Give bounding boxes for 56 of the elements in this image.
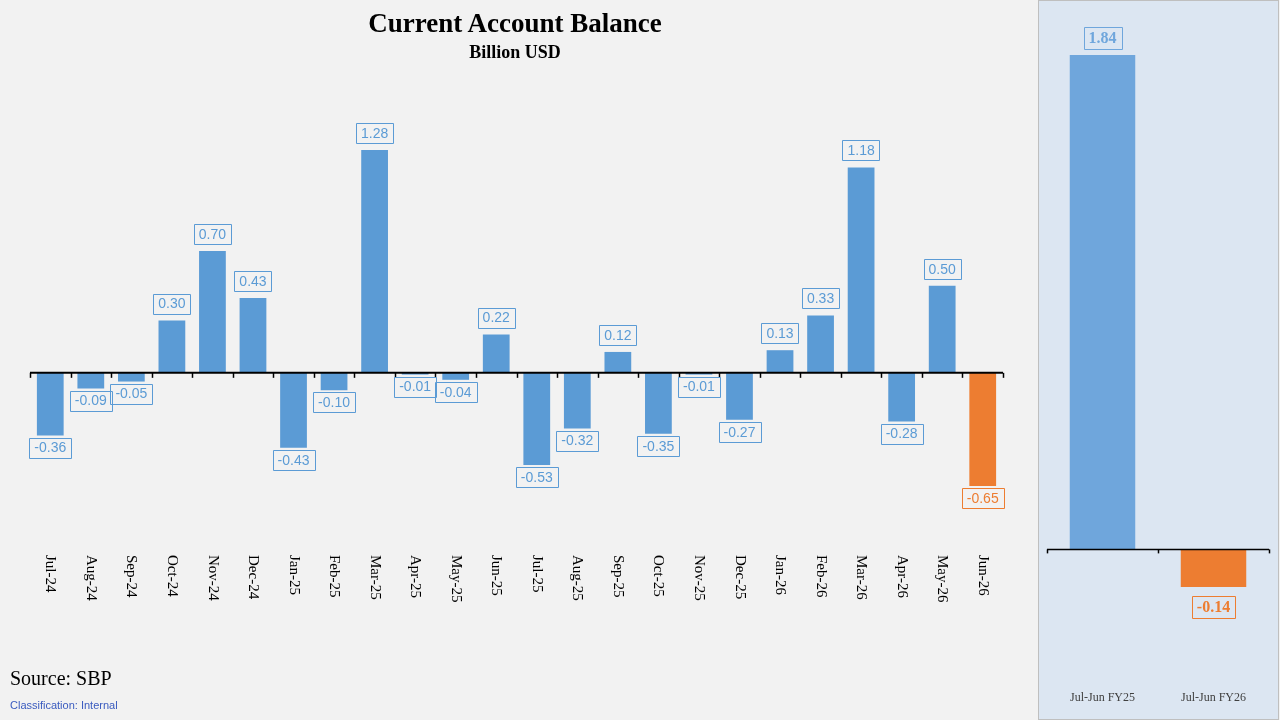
data-label: 0.13 [766, 325, 794, 342]
source-note: Source: SBP [10, 667, 112, 690]
x-tick-label: May-25 [448, 555, 465, 603]
data-label: -0.27 [723, 423, 756, 440]
data-label: -0.09 [74, 392, 107, 409]
x-tick-label: May-26 [935, 555, 952, 603]
data-label: 1.18 [847, 142, 875, 159]
data-label: 0.22 [482, 309, 511, 326]
data-label: -0.65 [966, 489, 999, 506]
x-tick-label: Nov-25 [692, 555, 708, 601]
text: Classification: Internal [10, 699, 118, 711]
chart-subtitle: Billion USD [468, 42, 562, 63]
data-label: -0.28 [885, 425, 918, 442]
data-label: -0.32 [561, 432, 594, 449]
data-label: -0.10 [318, 394, 351, 411]
x-tick-label: Nov-24 [205, 555, 222, 602]
data-label: -0.14 [1196, 598, 1231, 616]
data-label: -0.01 [399, 378, 432, 395]
x-tick-label: Jul-Jun FY26 [1180, 690, 1247, 705]
data-label: -0.35 [642, 437, 675, 454]
data-label: -0.05 [115, 385, 148, 402]
x-tick-label: Dec-25 [732, 555, 749, 600]
x-tick-label: Dec-24 [246, 555, 263, 600]
x-tick-label: Mar-25 [367, 555, 384, 600]
data-label: 0.43 [239, 272, 267, 289]
x-tick-label: Apr-25 [408, 555, 425, 599]
x-tick-label: Aug-25 [570, 555, 587, 601]
x-tick-label: Jul-24 [43, 555, 60, 593]
x-tick-label: Aug-24 [83, 555, 100, 602]
x-tick-label: Sep-24 [124, 555, 141, 598]
x-tick-label: Apr-26 [894, 555, 911, 599]
x-tick-label: Oct-25 [651, 555, 668, 597]
data-label: -0.43 [277, 451, 310, 468]
x-tick-label: Jul-25 [529, 555, 546, 593]
data-label: -0.53 [520, 468, 553, 485]
x-tick-label: Oct-24 [164, 555, 181, 598]
x-tick-label: Sep-25 [610, 555, 627, 598]
x-tick-label: Feb-26 [813, 555, 830, 598]
data-label: -0.01 [682, 378, 716, 395]
x-tick-label: Mar-26 [854, 555, 871, 601]
data-label: 0.33 [806, 290, 835, 307]
data-label: 1.28 [360, 124, 389, 141]
data-label: 0.12 [604, 326, 632, 343]
data-label: 0.70 [198, 225, 227, 242]
data-label: 0.30 [158, 295, 186, 312]
x-tick-label: Jun-25 [489, 555, 506, 596]
data-label: 0.50 [928, 260, 957, 277]
x-tick-label: Jun-26 [975, 555, 992, 597]
x-tick-label: Jan-26 [773, 555, 790, 596]
data-label: -0.36 [34, 439, 67, 456]
x-tick-label: Feb-25 [327, 555, 344, 598]
chart-title: Current Account Balance [367, 8, 663, 39]
data-label: 1.84 [1088, 29, 1117, 47]
x-tick-label: Jul-Jun FY25 [1069, 690, 1136, 705]
x-tick-label: Jan-25 [286, 555, 303, 595]
data-label: -0.04 [439, 383, 472, 400]
